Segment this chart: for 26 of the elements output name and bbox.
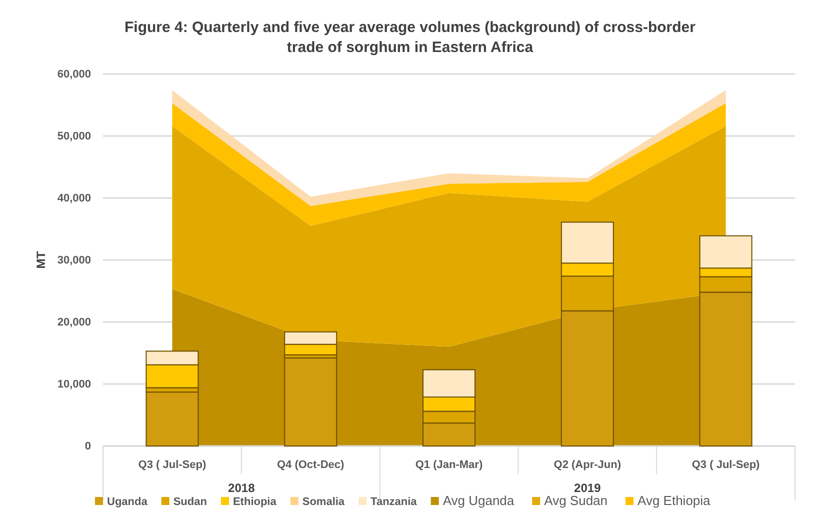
x-tick-label: Q3 ( Jul-Sep) (692, 458, 760, 471)
bar (146, 392, 199, 446)
legend-label: Avg Sudan (544, 493, 608, 508)
legend-label: Sudan (173, 496, 208, 508)
y-tick-label: 30,000 (57, 254, 91, 267)
x-tick-label: Q4 (Oct-Dec) (276, 458, 345, 471)
legend-label: Tanzania (370, 496, 418, 508)
bar (284, 357, 338, 446)
chart-title: Figure 4: Quarterly and five year average volumes (background) of cross-border trade of sorghum in Eastern Africa (124, 19, 696, 56)
legend-label: Avg Ethiopia (638, 493, 712, 508)
legend-label: Uganda (107, 496, 148, 508)
legend-label: Ethiopia (232, 496, 278, 508)
y-tick-label: 60,000 (57, 68, 91, 81)
x-tick-label: Q2 (Apr-Jun) (554, 458, 622, 471)
text: 2018 (228, 481, 256, 495)
x-tick-label: Q1 (Jan-Mar) (415, 458, 483, 471)
y-tick-label: 40,000 (57, 192, 91, 205)
text: 2019 (574, 481, 602, 495)
legend-label: Avg Uganda (442, 493, 515, 508)
y-tick-label: 0 (84, 440, 91, 453)
y-tick-label: 50,000 (57, 130, 91, 143)
y-tick-label: 20,000 (57, 316, 91, 329)
x-tick-label: Q3 ( Jul-Sep) (138, 458, 206, 471)
y-tick-label: 10,000 (57, 378, 91, 391)
y-axis-title: MT (34, 250, 48, 269)
legend-label: Somalia (302, 496, 346, 508)
